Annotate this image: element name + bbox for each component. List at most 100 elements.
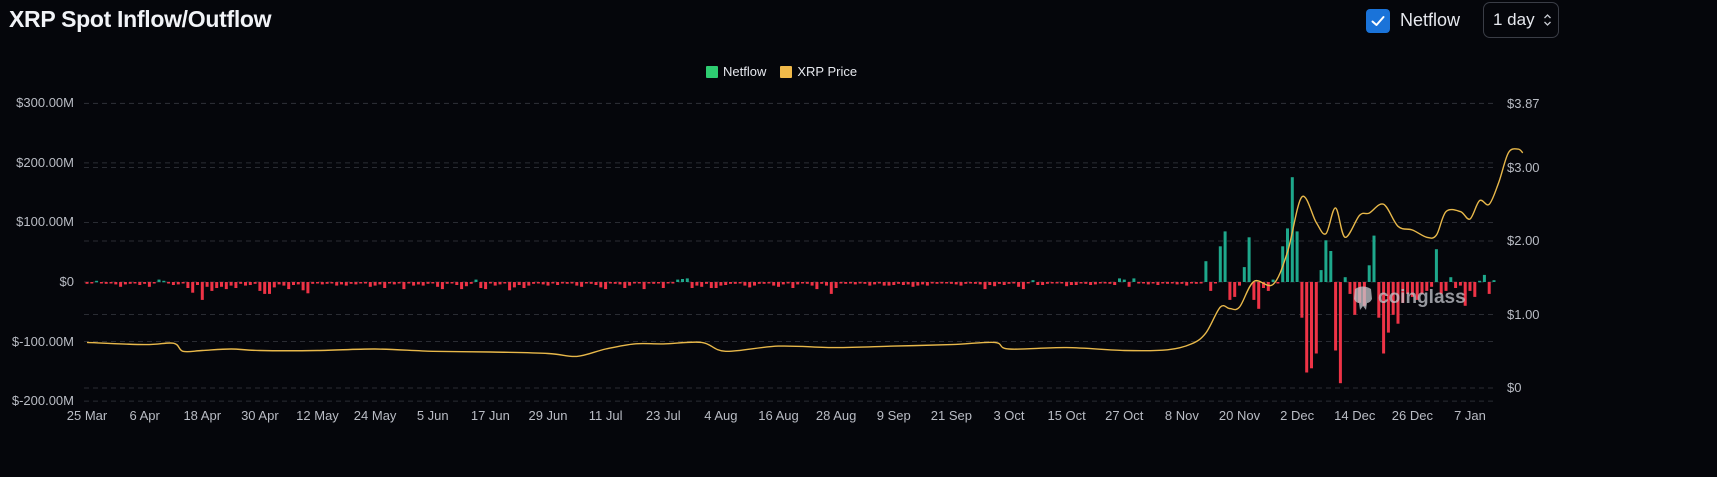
netflow-bar[interactable] [1406,282,1410,294]
netflow-bar[interactable] [536,282,540,284]
netflow-bar[interactable] [738,282,742,284]
netflow-bar[interactable] [412,282,416,286]
netflow-bar[interactable] [383,282,387,288]
netflow-bar[interactable] [642,282,646,290]
netflow-bar[interactable] [1199,282,1203,284]
netflow-bar[interactable] [546,282,550,286]
netflow-bar[interactable] [1012,282,1016,284]
netflow-bar[interactable] [1156,282,1160,285]
netflow-bar[interactable] [1185,282,1189,286]
netflow-bar[interactable] [695,282,699,286]
netflow-bar[interactable] [272,282,276,288]
netflow-bar[interactable] [1122,279,1126,282]
netflow-bar[interactable] [1118,278,1121,282]
netflow-bar[interactable] [445,282,449,284]
netflow-bar[interactable] [978,282,982,285]
netflow-bar[interactable] [114,282,118,285]
netflow-bar[interactable] [109,282,113,284]
netflow-bar[interactable] [1166,282,1169,284]
netflow-bar[interactable] [1218,246,1222,282]
netflow-bar[interactable] [469,282,473,284]
netflow-bar[interactable] [825,282,828,286]
netflow-bar[interactable] [1382,282,1386,354]
netflow-bar[interactable] [1396,282,1400,324]
netflow-bar[interactable] [388,282,391,284]
netflow-bar[interactable] [623,282,627,288]
netflow-bar[interactable] [460,282,464,290]
netflow-bar[interactable] [743,282,747,286]
netflow-bar[interactable] [1209,282,1213,291]
netflow-bar[interactable] [1194,282,1198,284]
netflow-bar[interactable] [1310,282,1313,369]
netflow-bar[interactable] [1045,282,1049,284]
netflow-bar[interactable] [123,282,127,285]
netflow-bar[interactable] [301,282,305,291]
netflow-bar[interactable] [1089,282,1093,285]
netflow-bar[interactable] [829,282,833,294]
netflow-bar[interactable] [969,282,973,284]
netflow-bar[interactable] [897,282,901,284]
netflow-bar[interactable] [1228,282,1232,300]
netflow-bar[interactable] [652,282,656,284]
netflow-bar[interactable] [1262,282,1265,288]
netflow-bar[interactable] [474,279,478,282]
netflow-bar[interactable] [1036,282,1040,285]
netflow-bar[interactable] [925,282,929,286]
netflow-bar[interactable] [911,282,915,287]
netflow-bar[interactable] [522,282,526,288]
netflow-bar[interactable] [1175,282,1179,285]
netflow-bar[interactable] [340,282,343,285]
netflow-bar[interactable] [1223,231,1227,282]
netflow-bar[interactable] [1478,280,1482,283]
netflow-bar[interactable] [714,282,718,288]
netflow-bar[interactable] [162,280,166,283]
netflow-bar[interactable] [224,282,228,290]
netflow-bar[interactable] [1314,282,1318,354]
netflow-bar[interactable] [604,282,608,290]
netflow-bar[interactable] [1372,235,1376,282]
netflow-bar[interactable] [556,282,560,285]
netflow-bar[interactable] [200,282,204,300]
netflow-bar[interactable] [99,282,103,284]
netflow-bar[interactable] [1108,282,1112,284]
netflow-bar[interactable] [1458,282,1462,286]
netflow-bar[interactable] [772,282,776,286]
netflow-bar[interactable] [488,282,492,284]
netflow-bar[interactable] [906,282,910,285]
netflow-bar[interactable] [973,282,977,284]
netflow-bar[interactable] [1142,282,1145,284]
netflow-bar[interactable] [1324,240,1328,282]
netflow-bar[interactable] [244,282,247,286]
netflow-bar[interactable] [176,282,180,285]
netflow-bar[interactable] [1391,282,1395,315]
netflow-bar[interactable] [781,282,785,285]
netflow-bar[interactable] [1257,282,1261,309]
netflow-bar[interactable] [392,282,396,285]
netflow-bar[interactable] [921,282,925,285]
netflow-bar[interactable] [1338,282,1342,384]
netflow-bar[interactable] [508,282,512,291]
netflow-bar[interactable] [724,282,728,285]
netflow-bar[interactable] [215,282,219,288]
netflow-bar[interactable] [560,282,564,284]
netflow-bar[interactable] [133,282,137,284]
netflow-bar[interactable] [248,282,252,285]
netflow-bar[interactable] [551,282,555,284]
netflow-bar[interactable] [757,282,761,284]
netflow-bar[interactable] [1151,282,1155,284]
netflow-bar[interactable] [1492,280,1496,282]
netflow-bar[interactable] [1002,282,1006,285]
netflow-bar[interactable] [964,282,968,284]
netflow-bar[interactable] [349,282,353,284]
netflow-bar[interactable] [292,282,295,285]
netflow-bar[interactable] [613,282,617,284]
netflow-bar[interactable] [1093,282,1097,285]
netflow-bar[interactable] [954,282,958,285]
netflow-bar[interactable] [1276,282,1280,284]
netflow-bar[interactable] [700,282,704,287]
netflow-bar[interactable] [1300,282,1304,318]
netflow-bar[interactable] [330,282,334,284]
netflow-bar[interactable] [863,282,867,284]
netflow-bar[interactable] [690,282,694,288]
